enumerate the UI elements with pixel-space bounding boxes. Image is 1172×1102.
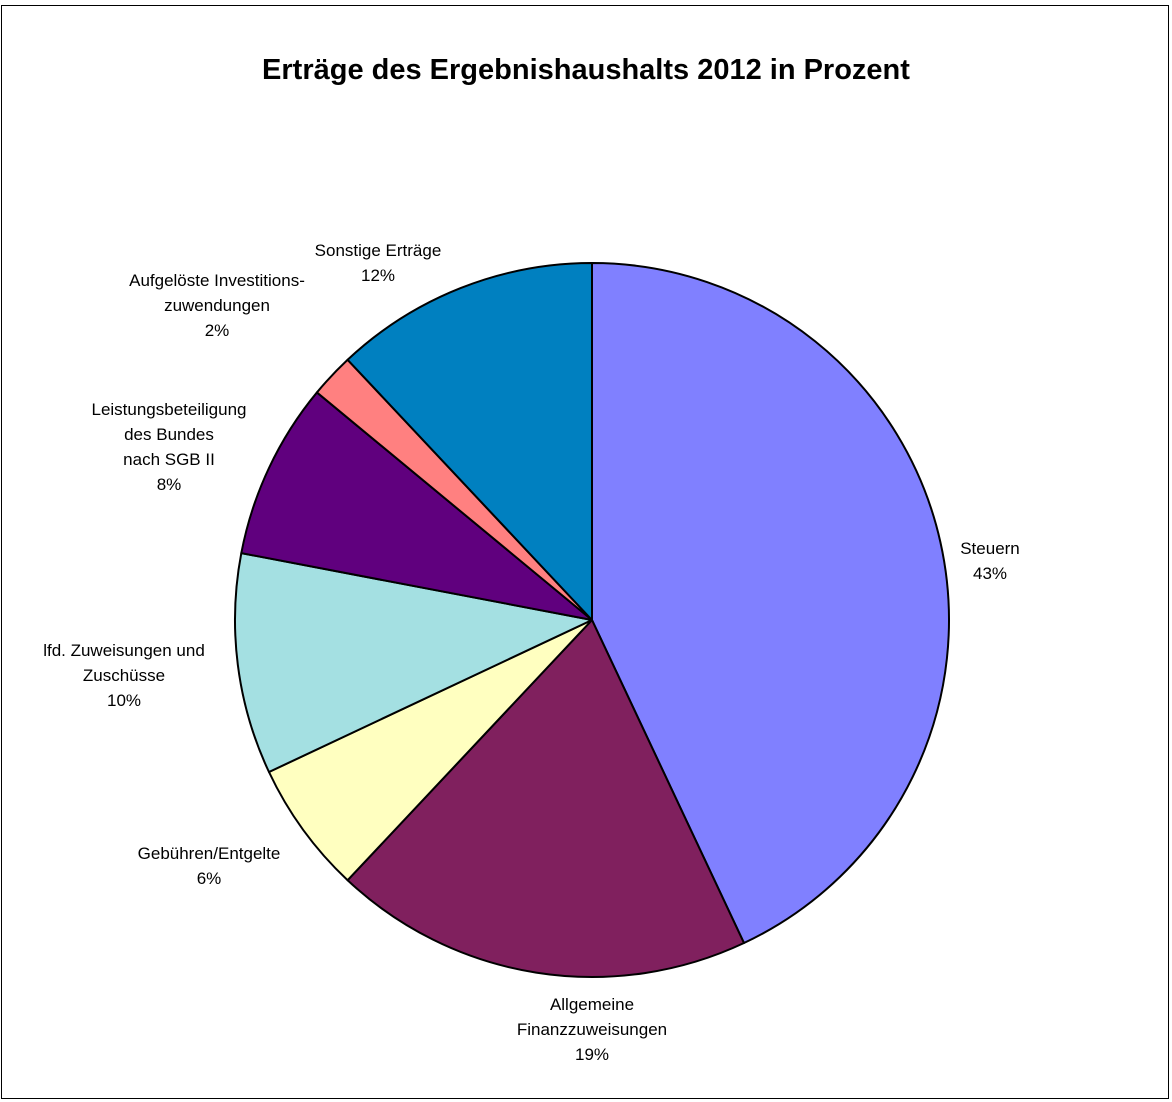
pie-slice-7 bbox=[346, 262, 593, 621]
slice-label-7: Sonstige Erträge 12% bbox=[315, 241, 442, 285]
pie-slice-1 bbox=[591, 262, 950, 945]
slice-label-2: Allgemeine Finanzzuweisungen 19% bbox=[517, 995, 667, 1064]
pie-slice-2 bbox=[346, 619, 745, 978]
chart-title: Erträge des Ergebnishaushalts 2012 in Pr… bbox=[262, 54, 910, 86]
slice-label-4: lfd. Zuweisungen und Zuschüsse 10% bbox=[43, 641, 205, 710]
pie-slice-3 bbox=[267, 619, 593, 882]
pie-slice-5 bbox=[240, 391, 593, 621]
pie-labels: Steuern 43% Allgemeine Finanzzuweisungen 19%… bbox=[43, 241, 1020, 1064]
slice-label-1: Steuern 43% bbox=[960, 539, 1020, 583]
slice-label-5: Leistungsbeteiligung des Bundes nach SGB I… bbox=[91, 400, 246, 494]
pie-slices bbox=[234, 262, 950, 978]
slice-label-3: Gebühren/Entgelte 6% bbox=[138, 844, 281, 888]
slice-label-6: Aufgelöste Investitions-zuwendungen 2% bbox=[129, 271, 305, 340]
pie-slice-4 bbox=[234, 552, 593, 773]
